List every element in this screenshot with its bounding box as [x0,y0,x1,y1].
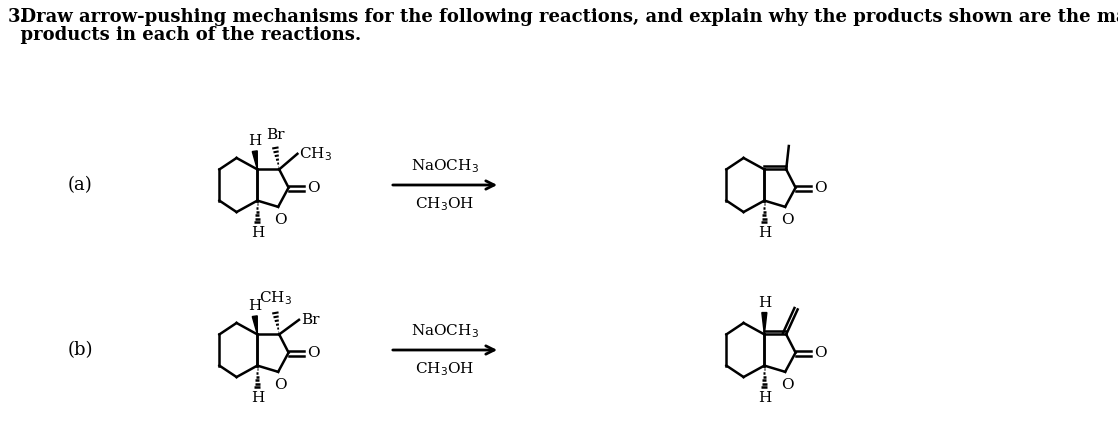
Text: O: O [780,213,794,227]
Text: O: O [780,378,794,392]
Text: Br: Br [266,128,284,142]
Text: H: H [250,392,264,405]
Text: (b): (b) [68,341,94,359]
Text: CH$_3$: CH$_3$ [258,289,292,307]
Text: H: H [248,134,262,148]
Text: O: O [307,181,320,194]
Text: H: H [758,392,771,405]
Text: (a): (a) [68,176,93,194]
Text: 3.: 3. [8,8,27,26]
Text: O: O [307,345,320,360]
Text: H: H [248,299,262,313]
Text: Br: Br [301,313,320,327]
Text: NaOCH$_3$: NaOCH$_3$ [411,157,479,175]
Text: O: O [814,181,827,194]
Text: O: O [274,378,286,392]
Polygon shape [253,316,257,334]
Text: H: H [250,226,264,241]
Text: Draw arrow-pushing mechanisms for the following reactions, and explain why the p: Draw arrow-pushing mechanisms for the fo… [8,8,1118,26]
Text: O: O [814,345,827,360]
Polygon shape [253,151,257,169]
Text: NaOCH$_3$: NaOCH$_3$ [411,322,479,340]
Text: H: H [758,226,771,241]
Text: products in each of the reactions.: products in each of the reactions. [8,26,361,44]
Text: CH$_3$OH: CH$_3$OH [416,195,475,213]
Text: CH$_3$OH: CH$_3$OH [416,360,475,378]
Polygon shape [761,313,767,334]
Text: O: O [274,213,286,227]
Text: CH$_3$: CH$_3$ [300,145,332,163]
Text: H: H [758,296,771,310]
